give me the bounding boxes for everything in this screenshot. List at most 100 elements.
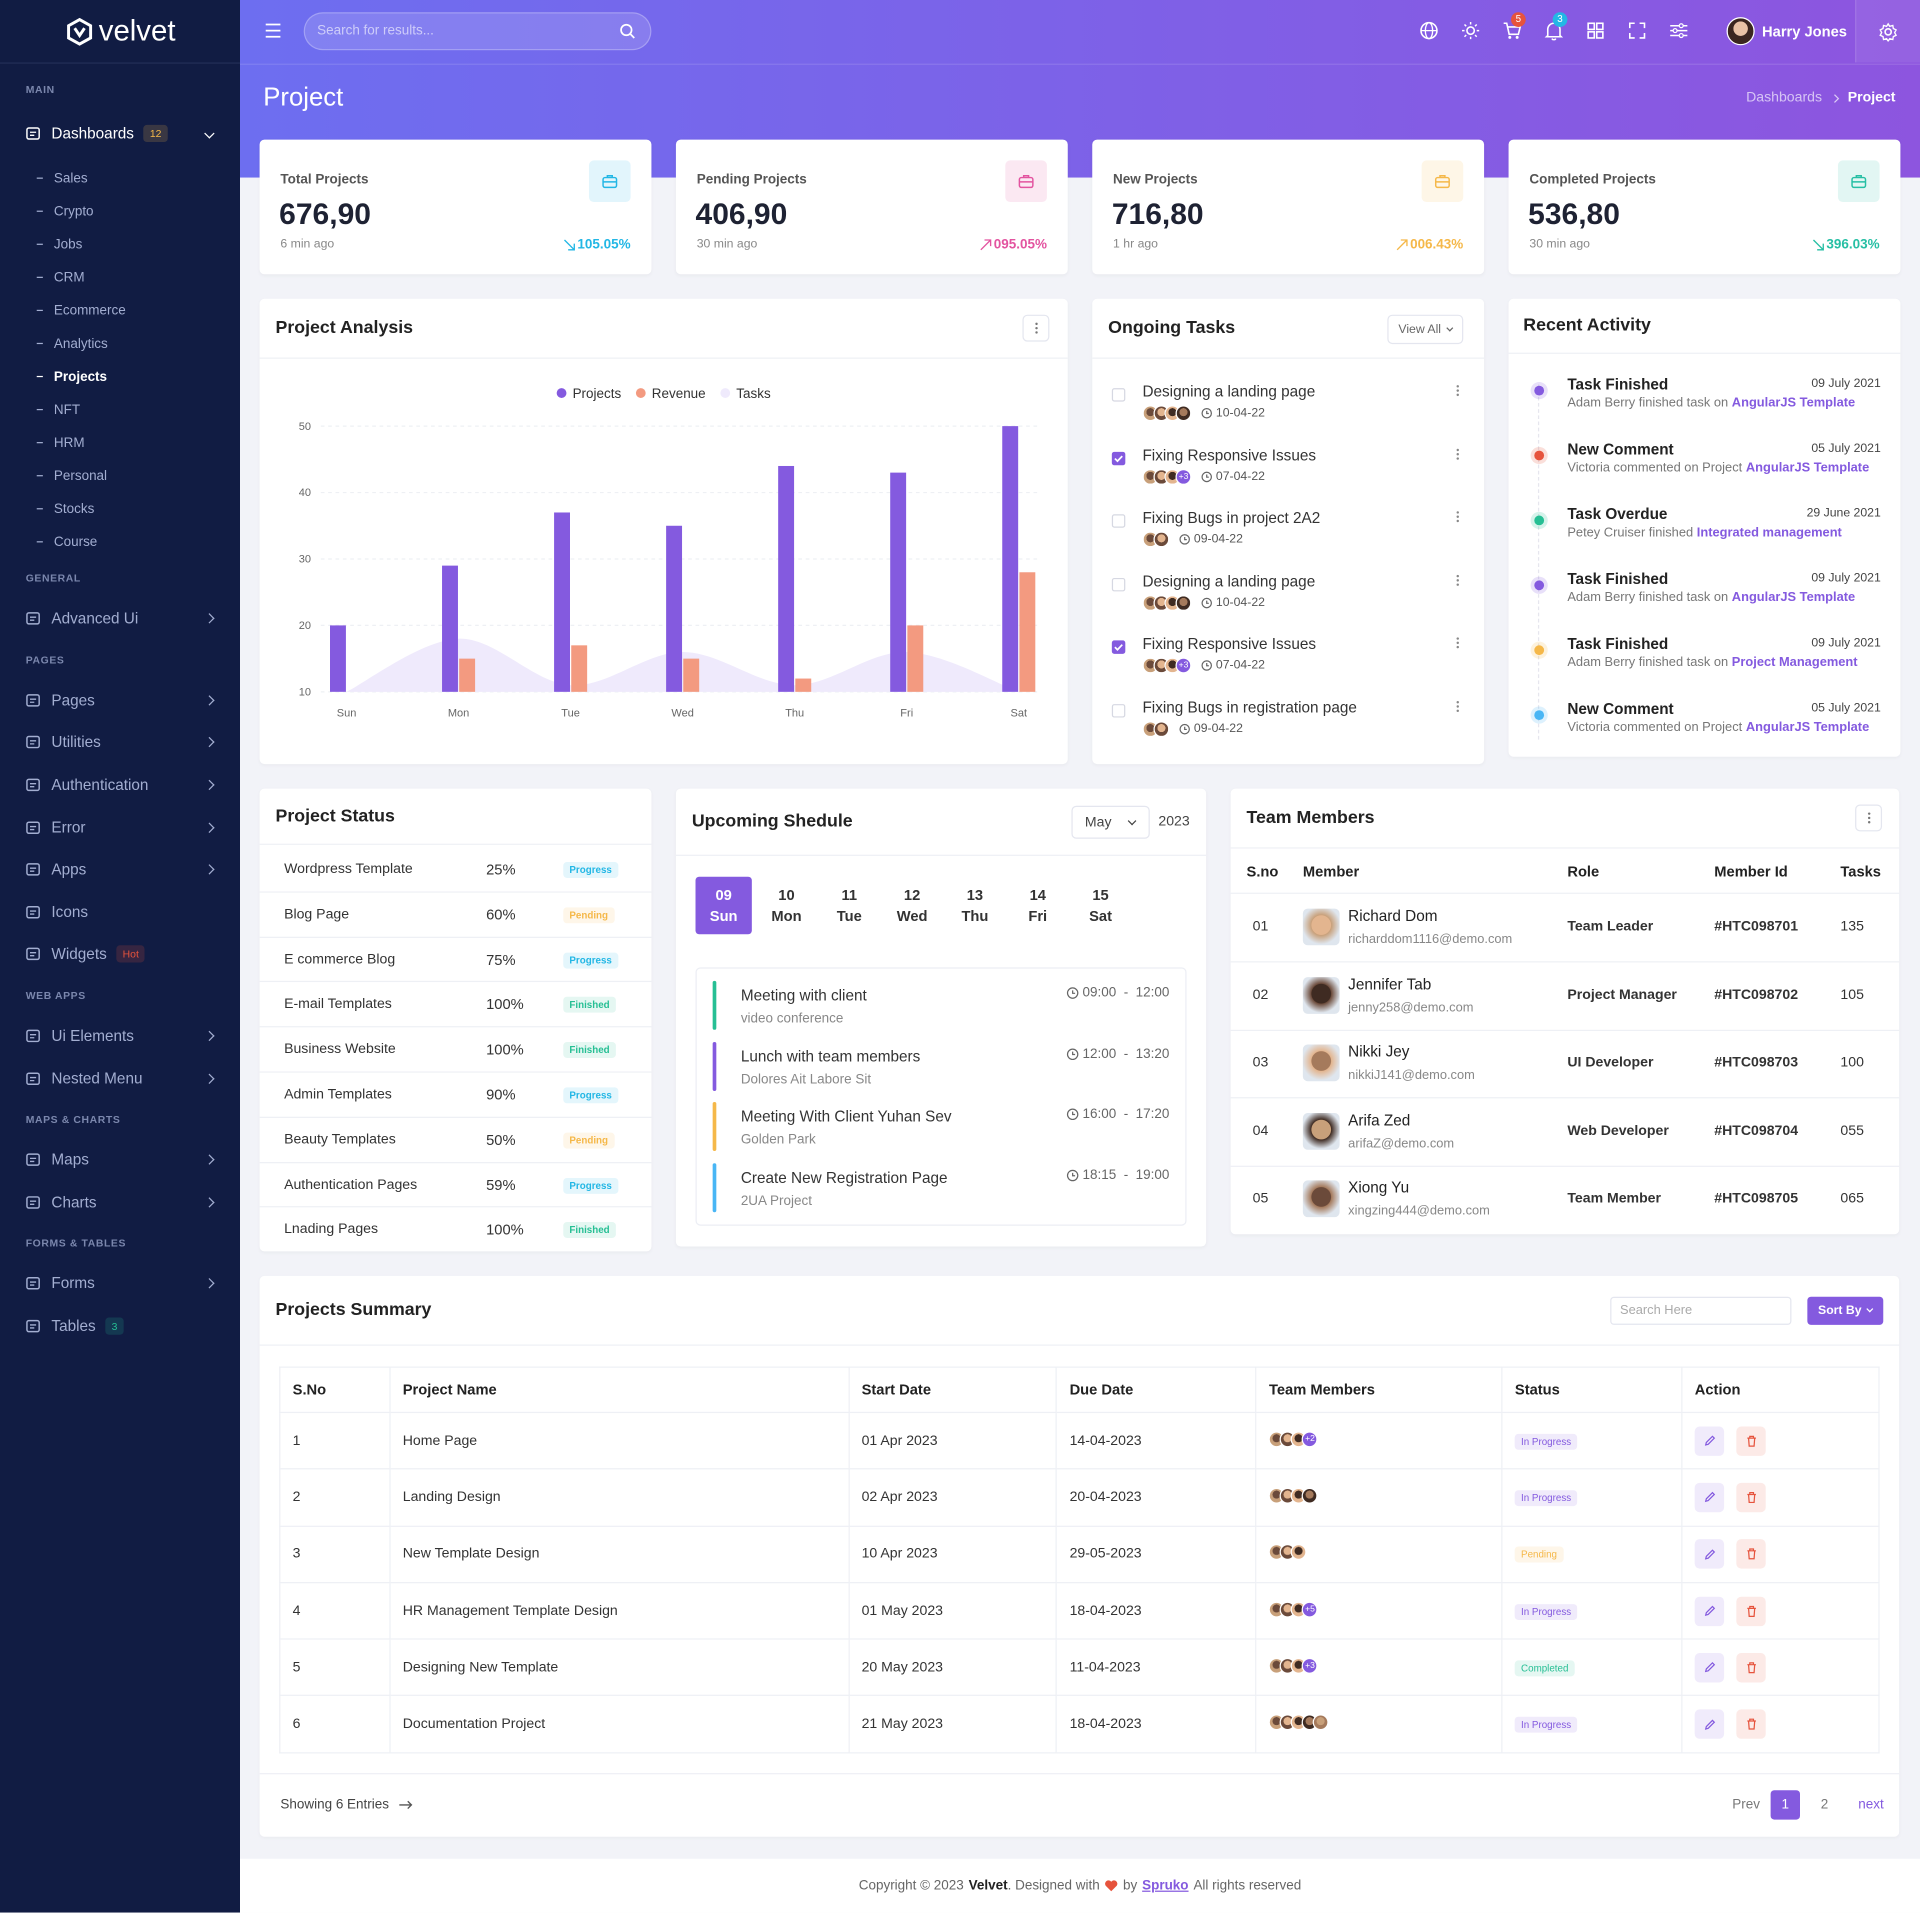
view-all-button[interactable]: View All <box>1387 314 1464 345</box>
submenu-item[interactable]: Jobs <box>0 228 240 261</box>
submenu-item[interactable]: Ecommerce <box>0 294 240 327</box>
submenu-item[interactable]: Analytics <box>0 327 240 360</box>
day[interactable]: 09 Sun <box>695 876 752 935</box>
checkbox[interactable] <box>1111 640 1126 654</box>
day[interactable]: 11 Tue <box>821 877 877 935</box>
edit-button[interactable] <box>1694 1652 1725 1683</box>
page-link[interactable]: Prev <box>1732 1797 1760 1813</box>
menu-item[interactable]: Apps <box>0 849 240 891</box>
menu-item[interactable]: Icons <box>0 891 240 933</box>
activity-link[interactable]: Project Management <box>1731 655 1858 670</box>
day[interactable]: 13 Thu <box>947 877 1003 935</box>
menu-item[interactable]: Utilities <box>0 721 240 763</box>
page-link[interactable]: 2 <box>1820 1797 1829 1813</box>
checkbox[interactable] <box>1111 388 1126 402</box>
clock-icon <box>1201 471 1212 482</box>
delete-button[interactable] <box>1736 1426 1766 1456</box>
cart[interactable]: 5 <box>1502 12 1526 47</box>
edit-button[interactable] <box>1694 1539 1725 1569</box>
fullscreen-icon[interactable] <box>1627 21 1647 41</box>
submenu-item[interactable]: Sales <box>0 162 240 195</box>
user-menu[interactable]: Harry Jones <box>1726 17 1847 46</box>
notifications[interactable]: 3 <box>1544 12 1568 47</box>
submenu-item[interactable]: Stocks <box>0 492 240 525</box>
breadcrumb-link[interactable]: Dashboards <box>1746 90 1823 106</box>
sort-button[interactable]: Sort By <box>1807 1296 1884 1325</box>
submenu-item[interactable]: Personal <box>0 459 240 492</box>
language-icon[interactable] <box>1419 21 1439 41</box>
delete-button[interactable] <box>1736 1539 1766 1569</box>
activity-link[interactable]: AngularJS Template <box>1745 720 1870 735</box>
item-menu[interactable] <box>1456 700 1460 712</box>
settings[interactable] <box>1855 0 1920 63</box>
item-menu[interactable] <box>1456 384 1460 397</box>
item-menu[interactable] <box>1456 637 1460 649</box>
edit-icon <box>1704 1719 1715 1730</box>
month: May <box>1084 814 1112 830</box>
item-menu[interactable] <box>1456 511 1460 523</box>
activity-link[interactable]: Integrated management <box>1696 525 1842 540</box>
submenu-item[interactable]: NFT <box>0 393 240 426</box>
menu-item[interactable]: Nested Menu <box>0 1057 240 1099</box>
card-menu[interactable] <box>1022 314 1050 342</box>
checkbox[interactable] <box>1111 451 1126 465</box>
menu-item[interactable]: Pages <box>0 679 240 721</box>
submenu-item[interactable]: Projects <box>0 360 240 393</box>
page-link[interactable]: 1 <box>1770 1790 1800 1820</box>
submenu-item[interactable]: Crypto <box>0 195 240 228</box>
submenu-label: Ecommerce <box>53 303 126 318</box>
menu-toggle[interactable] <box>264 23 281 38</box>
legend: Projects Revenue Tasks <box>556 386 771 401</box>
month-select[interactable]: May <box>1071 805 1150 839</box>
delete-button[interactable] <box>1736 1482 1766 1513</box>
activity-link[interactable]: AngularJS Template <box>1731 590 1856 605</box>
theme-icon[interactable] <box>1461 21 1481 41</box>
page-link[interactable]: next <box>1858 1797 1884 1813</box>
submenu-item[interactable]: CRM <box>0 261 240 294</box>
checkbox[interactable] <box>1111 577 1126 591</box>
chart: 10 20 30 40 50 Sun Mon Tue Wed Thu Fri Sat Projects R… <box>299 386 1041 719</box>
author-link[interactable]: Spruko <box>1142 1878 1189 1894</box>
menu-item[interactable]: Maps <box>0 1139 240 1181</box>
menu-item[interactable]: Charts <box>0 1181 240 1223</box>
day[interactable]: 15 Sat <box>1072 877 1128 935</box>
edit-button[interactable] <box>1694 1709 1725 1739</box>
menu-item[interactable]: Authentication <box>0 764 240 806</box>
menu-item[interactable]: Advanced Ui <box>0 598 240 640</box>
menu-item[interactable]: Ui Elements <box>0 1015 240 1057</box>
logo[interactable]: velvet <box>0 0 240 64</box>
menu-item[interactable]: Error <box>0 806 240 848</box>
checkbox[interactable] <box>1111 514 1126 528</box>
checkbox[interactable] <box>1111 703 1126 717</box>
menu-item[interactable]: Forms <box>0 1263 240 1305</box>
menu-label: Error <box>51 818 86 836</box>
menu-item[interactable]: Widgets Hot <box>0 933 240 975</box>
table-row: 2 Landing Design 02 Apr 2023 20-04-2023 In P… <box>279 1468 1880 1527</box>
edit-button[interactable] <box>1694 1482 1725 1513</box>
day[interactable]: 12 Wed <box>884 877 940 935</box>
menu-item[interactable]: Dashboards 12 <box>0 109 240 158</box>
activity-link[interactable]: AngularJS Template <box>1745 460 1870 476</box>
delete-button[interactable] <box>1736 1709 1766 1739</box>
settings-switcher-icon[interactable] <box>1669 21 1689 41</box>
percent: 100% <box>486 1221 524 1239</box>
submenu-item[interactable]: HRM <box>0 426 240 459</box>
activity-link[interactable]: AngularJS Template <box>1731 395 1856 411</box>
submenu-label: Course <box>53 534 98 550</box>
card-menu[interactable] <box>1855 804 1883 832</box>
day[interactable]: 14 Fri <box>1010 877 1066 935</box>
edit-button[interactable] <box>1694 1426 1725 1456</box>
day[interactable]: 10 Mon <box>758 877 814 935</box>
item-menu[interactable] <box>1456 574 1460 586</box>
delete-button[interactable] <box>1736 1652 1766 1683</box>
column-header: Project Name <box>389 1366 850 1414</box>
status-badge: In Progress <box>1514 1716 1578 1733</box>
apps-icon[interactable] <box>1586 21 1606 41</box>
search-box[interactable]: Search for results... <box>303 12 652 51</box>
edit-button[interactable] <box>1694 1596 1725 1626</box>
search-input[interactable]: Search Here <box>1610 1296 1792 1325</box>
submenu-item[interactable]: Course <box>0 525 240 558</box>
item-menu[interactable] <box>1456 448 1460 460</box>
delete-button[interactable] <box>1736 1596 1766 1626</box>
menu-item[interactable]: Tables 3 <box>0 1305 240 1347</box>
